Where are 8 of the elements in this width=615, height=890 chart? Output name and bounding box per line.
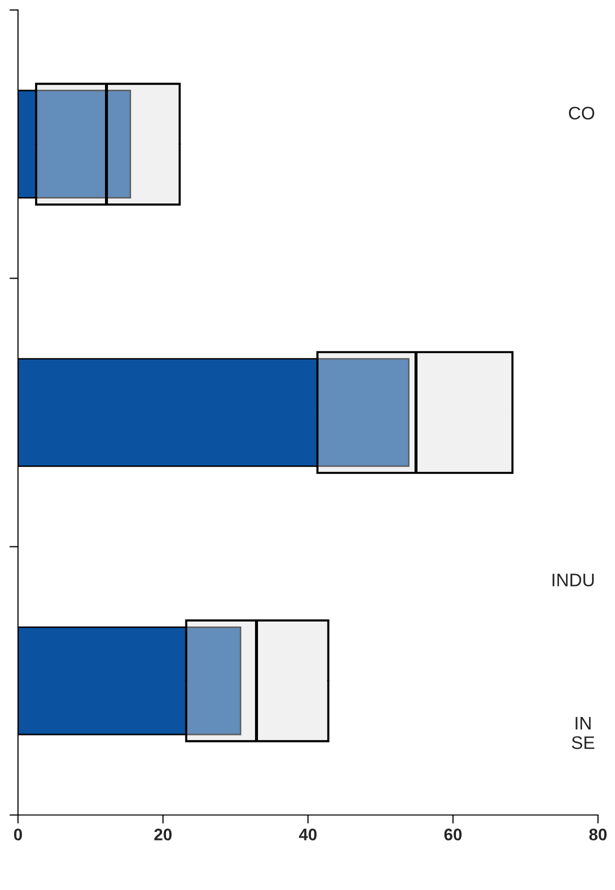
x-tick-label: 0 [14, 828, 22, 840]
x-tick-label: 60 [444, 828, 462, 840]
annotation: INDU [552, 574, 594, 586]
x-tick-label: 80 [589, 828, 607, 840]
x-tick-label: 20 [154, 828, 172, 840]
annotation: CO [568, 106, 594, 120]
annotation: IN SE [572, 717, 594, 750]
x-tick-label: 40 [298, 828, 317, 840]
